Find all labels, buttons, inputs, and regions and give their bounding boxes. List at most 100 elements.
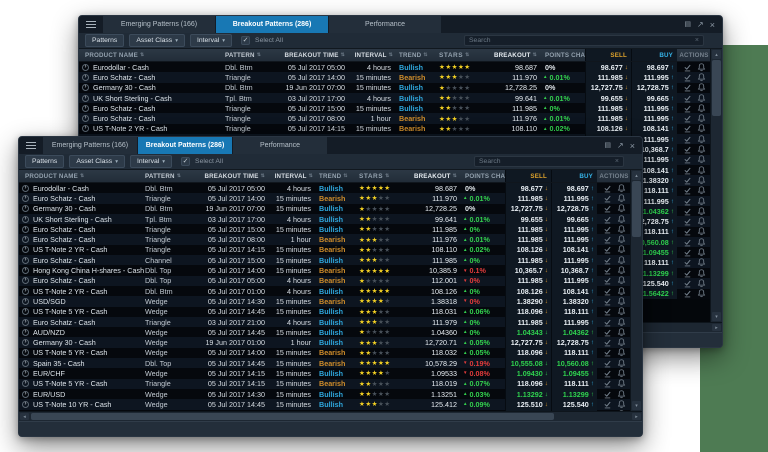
alert-bell-icon[interactable] xyxy=(697,124,706,133)
table-row[interactable]: › EUR/NZD Wedge 05 Jul 2017 14:45 15 min… xyxy=(19,409,630,411)
columns-icon[interactable]: ▤ xyxy=(604,141,612,149)
alert-bell-icon[interactable] xyxy=(697,83,706,92)
confirm-check-icon[interactable] xyxy=(603,276,612,285)
buy-price-button[interactable]: 1.09455 ↑ xyxy=(551,368,597,379)
confirm-check-icon[interactable] xyxy=(603,400,612,409)
chevron-right-icon[interactable]: › xyxy=(22,267,29,275)
table-row[interactable]: › US T-Note 2 YR - Cash Triangle 05 Jul … xyxy=(19,244,630,256)
confirm-check-icon[interactable] xyxy=(603,369,612,378)
alert-bell-icon[interactable] xyxy=(697,227,706,236)
scroll-down-icon[interactable]: ▾ xyxy=(632,401,641,410)
clear-search-icon[interactable]: × xyxy=(614,158,619,165)
table-row[interactable]: › USD/SGD Wedge 05 Jul 2017 14:30 15 min… xyxy=(19,296,630,307)
table-row[interactable]: › Eurodollar - Cash Dbl. Btm 05 Jul 2017… xyxy=(79,62,710,73)
patterns-button[interactable]: Patterns xyxy=(25,155,65,168)
sell-price-button[interactable]: 98.677 ↓ xyxy=(505,183,551,194)
alert-bell-icon[interactable] xyxy=(697,176,706,185)
chevron-right-icon[interactable]: › xyxy=(22,297,29,305)
alert-bell-icon[interactable] xyxy=(617,204,626,213)
alert-bell-icon[interactable] xyxy=(697,279,706,288)
chevron-right-icon[interactable]: › xyxy=(22,246,29,254)
table-row[interactable]: › US T-Note 2 YR - Cash Triangle 05 Jul … xyxy=(79,123,710,135)
tab-emerging-patterns[interactable]: Emerging Patterns (166) xyxy=(43,137,138,154)
column-header-stars[interactable]: Stars ⇅ xyxy=(359,172,390,180)
vertical-scroll-thumb[interactable] xyxy=(712,60,721,116)
buy-price-button[interactable]: 12,728.75 ↑ xyxy=(551,337,597,348)
alert-bell-icon[interactable] xyxy=(697,289,706,298)
scroll-up-icon[interactable]: ▴ xyxy=(712,50,721,59)
search-input[interactable] xyxy=(479,158,615,165)
alert-bell-icon[interactable] xyxy=(697,207,706,216)
alert-bell-icon[interactable] xyxy=(697,238,706,247)
chevron-right-icon[interactable]: › xyxy=(82,94,89,102)
table-row[interactable]: › Germany 30 - Cash Dbl. Btm 19 Jun 2017… xyxy=(19,203,630,214)
alert-bell-icon[interactable] xyxy=(697,186,706,195)
confirm-check-icon[interactable] xyxy=(603,348,612,357)
buy-price-button[interactable]: 118.111 ↑ xyxy=(551,306,597,317)
column-header-points-change[interactable]: Points Change xyxy=(465,172,505,180)
alert-bell-icon[interactable] xyxy=(697,248,706,257)
confirm-check-icon[interactable] xyxy=(683,73,692,82)
alert-bell-icon[interactable] xyxy=(617,256,626,265)
column-header-pattern[interactable]: Pattern ⇅ xyxy=(225,51,262,59)
table-row[interactable]: › Germany 30 - Cash Wedge 19 Jun 2017 01… xyxy=(19,337,630,348)
interval-dropdown[interactable]: Interval ▾ xyxy=(129,155,173,168)
sell-price-button[interactable]: 118.096↓ xyxy=(505,378,551,389)
chevron-right-icon[interactable]: › xyxy=(22,400,29,408)
table-row[interactable]: › Eurodollar - Cash Dbl. Btm 05 Jul 2017… xyxy=(19,183,630,194)
buy-price-button[interactable]: 1.04362 ↑ xyxy=(551,327,597,338)
alert-bell-icon[interactable] xyxy=(617,359,626,368)
buy-price-button[interactable]: 10,560.08 ↑ xyxy=(551,358,597,369)
table-row[interactable]: › Euro Schatz - Cash Channel 05 Jul 2017… xyxy=(19,255,630,266)
sell-price-button[interactable]: 111.985↓ xyxy=(505,275,551,286)
alert-bell-icon[interactable] xyxy=(617,286,626,296)
sell-price-button[interactable]: 111.985↓ xyxy=(505,193,551,204)
chevron-right-icon[interactable]: › xyxy=(22,339,29,347)
column-header-breakout[interactable]: Breakout ⇅ xyxy=(493,51,537,59)
menu-button[interactable] xyxy=(79,16,103,33)
table-row[interactable]: › Euro Schatz - Cash Triangle 05 Jul 201… xyxy=(19,234,630,245)
table-row[interactable]: › US T-Note 2 YR - Cash Dbl. Btm 05 Jul … xyxy=(19,285,630,297)
column-header-trend[interactable]: Trend ⇅ xyxy=(319,172,348,180)
chevron-right-icon[interactable]: › xyxy=(82,125,89,133)
confirm-check-icon[interactable] xyxy=(683,248,692,257)
chevron-right-icon[interactable]: › xyxy=(22,225,29,233)
sell-price-button[interactable]: 12,727.75↓ xyxy=(505,337,551,348)
asset-class-dropdown[interactable]: Asset Class ▾ xyxy=(129,34,185,47)
column-header-stars[interactable]: Stars ⇅ xyxy=(439,51,470,59)
table-row[interactable]: › EUR/USD Wedge 05 Jul 2017 14:30 15 min… xyxy=(19,388,630,400)
confirm-check-icon[interactable] xyxy=(683,166,692,175)
interval-dropdown[interactable]: Interval ▾ xyxy=(189,34,233,47)
expand-icon[interactable]: ↗ xyxy=(617,140,624,150)
chevron-right-icon[interactable]: › xyxy=(22,256,29,264)
vertical-scrollbar[interactable]: ▴ ▾ xyxy=(710,49,722,322)
alert-bell-icon[interactable] xyxy=(617,214,626,224)
buy-price-button[interactable]: 12,728.75 ↑ xyxy=(631,82,677,93)
sell-price-button[interactable]: 111.985↓ xyxy=(585,72,631,83)
confirm-check-icon[interactable] xyxy=(603,256,612,265)
alert-bell-icon[interactable] xyxy=(617,235,626,244)
buy-price-button[interactable]: 10,368.7 ↑ xyxy=(551,265,597,276)
confirm-check-icon[interactable] xyxy=(603,245,612,254)
buy-price-button[interactable]: 108.141 ↑ xyxy=(631,123,677,135)
patterns-button[interactable]: Patterns xyxy=(85,34,125,47)
table-row[interactable]: › Euro Schatz - Cash Triangle 05 Jul 201… xyxy=(19,224,630,235)
chevron-right-icon[interactable]: › xyxy=(22,369,29,377)
confirm-check-icon[interactable] xyxy=(603,194,612,203)
alert-bell-icon[interactable] xyxy=(697,196,706,206)
sell-price-button[interactable]: 99.655 ↓ xyxy=(505,213,551,225)
alert-bell-icon[interactable] xyxy=(697,93,706,103)
sell-price-button[interactable]: 108.126↓ xyxy=(505,244,551,256)
chevron-right-icon[interactable]: › xyxy=(82,73,89,81)
chevron-right-icon[interactable]: › xyxy=(22,349,29,357)
alert-bell-icon[interactable] xyxy=(697,155,706,164)
alert-bell-icon[interactable] xyxy=(617,338,626,347)
sell-price-button[interactable]: 1.09430↓ xyxy=(505,368,551,379)
buy-price-button[interactable]: 1.38320 ↑ xyxy=(551,296,597,307)
sell-price-button[interactable]: 118.096↓ xyxy=(505,306,551,317)
tab-breakout-patterns[interactable]: Breakout Patterns (286) xyxy=(138,137,233,154)
alert-bell-icon[interactable] xyxy=(617,369,626,378)
vertical-scrollbar[interactable]: ▴ ▾ xyxy=(630,170,642,411)
confirm-check-icon[interactable] xyxy=(603,215,612,224)
confirm-check-icon[interactable] xyxy=(683,217,692,226)
